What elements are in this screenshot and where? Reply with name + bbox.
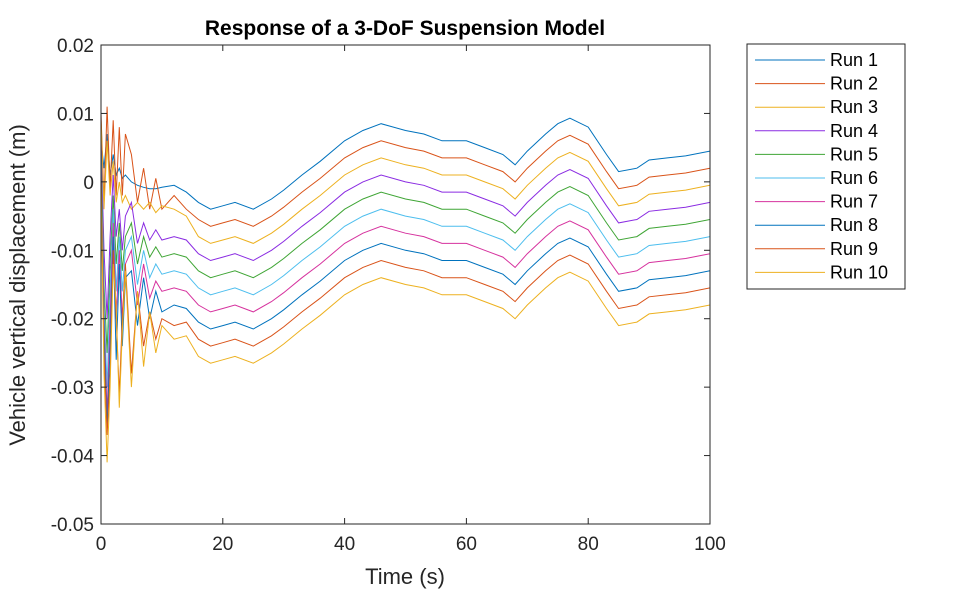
legend-label: Run 3 [830,97,878,117]
y-tick-label: 0.02 [57,36,94,57]
legend-box [746,43,906,290]
legend-label: Run 9 [830,239,878,259]
legend-item-run-6: Run 6 [755,168,878,188]
y-tick-label: 0.01 [57,104,94,125]
series-line-run-10 [101,181,710,463]
legend-label: Run 10 [830,262,888,282]
y-tick-label: 0 [83,173,94,194]
y-tick-label: -0.01 [51,241,94,262]
legend-item-run-2: Run 2 [755,74,878,94]
legend-label: Run 7 [830,192,878,212]
legend-label: Run 5 [830,144,878,164]
series-layer [101,106,710,463]
x-tick-label: 0 [96,534,107,555]
x-axis-label: Time (s) [365,564,445,589]
legend-label: Run 4 [830,121,878,141]
legend-item-run-10: Run 10 [755,262,888,282]
y-axis-label: Vehicle vertical displacement (m) [5,124,30,446]
x-tick-label: 80 [578,534,599,555]
legend-item-run-4: Run 4 [755,121,878,141]
y-tick-label: -0.02 [51,310,94,331]
series-line-run-1 [101,117,710,210]
legend-item-run-3: Run 3 [755,97,878,117]
legend-label: Run 1 [830,50,878,70]
legend-item-run-9: Run 9 [755,239,878,259]
legend-item-run-7: Run 7 [755,192,878,212]
series-line-run-5 [101,147,710,353]
series-line-run-3 [101,120,710,244]
legend-label: Run 8 [830,215,878,235]
series-line-run-2 [101,106,710,227]
x-tick-label: 40 [334,534,355,555]
series-line-run-4 [101,140,710,319]
series-line-run-6 [101,154,710,388]
x-tick-label: 20 [212,534,233,555]
legend-label: Run 6 [830,168,878,188]
legend-item-run-1: Run 1 [755,50,878,70]
y-tick-label: -0.03 [51,378,94,399]
plot-area-box [100,44,711,525]
x-tick-label: 100 [694,534,726,555]
legend-item-run-5: Run 5 [755,144,878,164]
legend-label: Run 2 [830,74,878,94]
legend: Run 1 Run 2 Run 3 Run 4 Run 5 Run 6 Run 7 Run 8… [746,43,906,290]
chart-title: Response of a 3-DoF Suspension Model [205,17,605,40]
y-tick-label: -0.04 [51,447,95,468]
y-tick-label: -0.05 [51,515,94,536]
legend-item-run-8: Run 8 [755,215,878,235]
ticks-layer: 0 20 40 60 80 100 0.02 0.01 0 -0.01 -0.02 -0.03 -0.0… [51,36,726,555]
x-tick-label: 60 [456,534,477,555]
